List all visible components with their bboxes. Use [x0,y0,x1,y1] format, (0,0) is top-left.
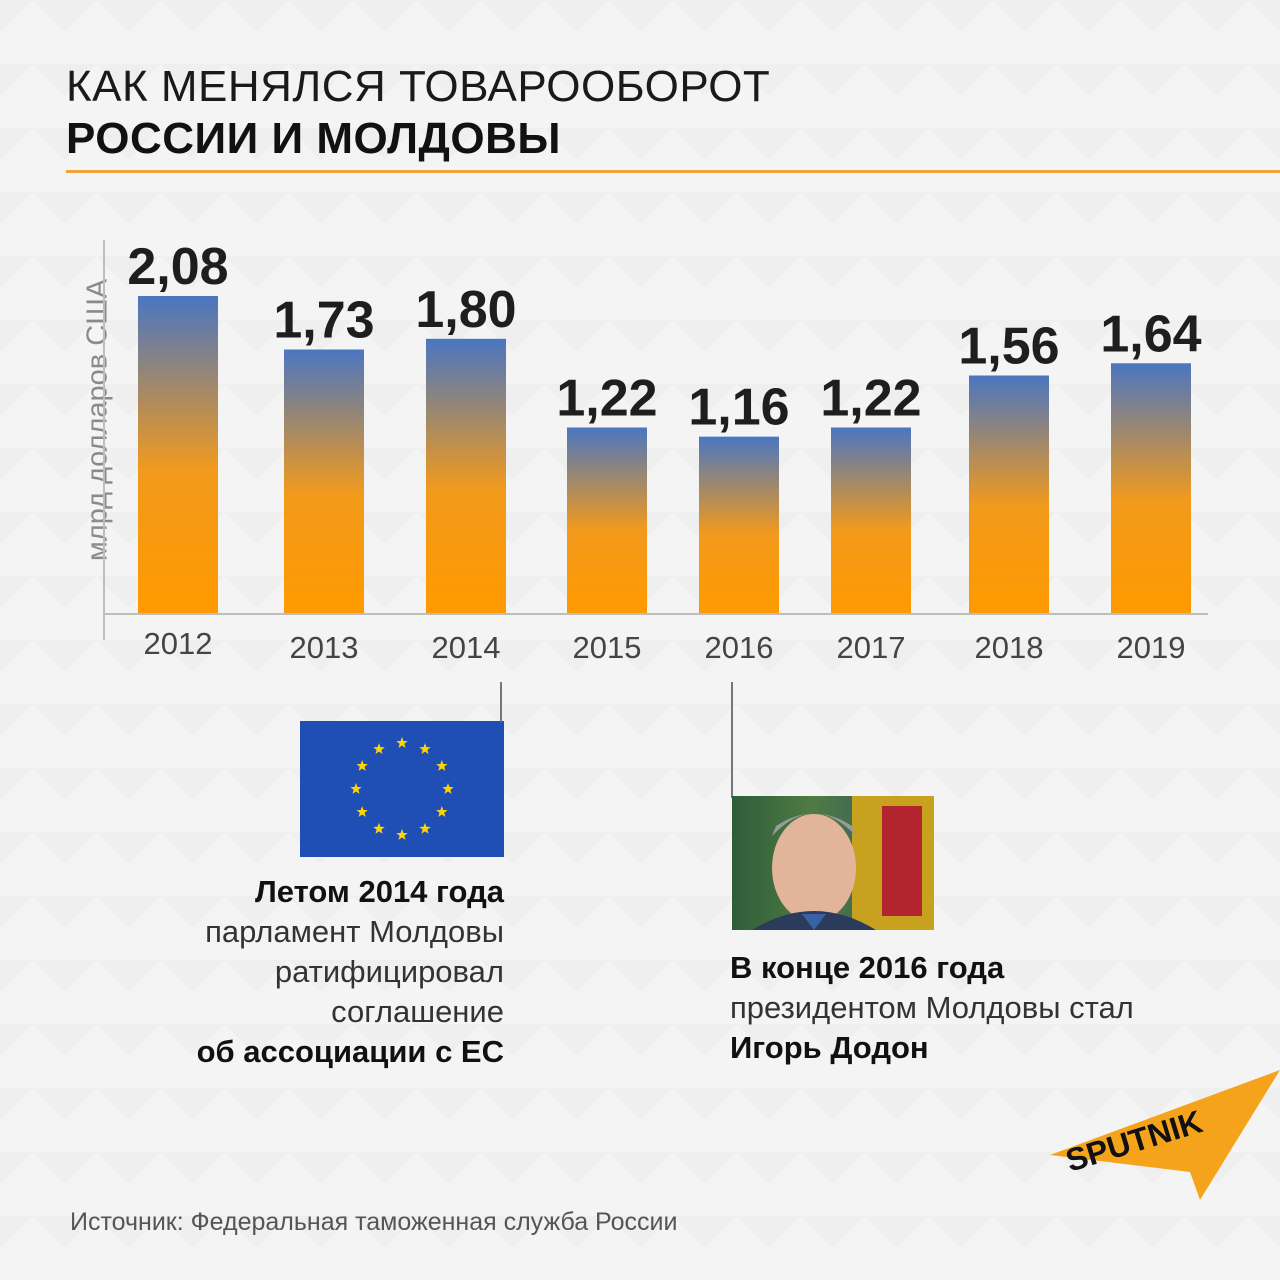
eu-star-icon [373,743,385,755]
eu-star-icon [356,806,368,817]
title-line-2: РОССИИ И МОЛДОВЫ [66,114,561,163]
eu-star-icon [442,783,454,794]
eu-star-icon [436,760,448,771]
bar-2013 [284,349,364,614]
eu-star-icon [350,783,362,794]
eu-star-icon [373,822,385,834]
eu-star-icon [436,806,448,817]
eu-star-icon [396,737,408,748]
note-right-line: президентом Молдовы стал [730,990,1134,1025]
note-left-line: соглашение [331,994,504,1029]
title-underline [66,170,1280,173]
sputnik-logo: SPUTNIK [1050,1070,1280,1200]
bar-2014 [426,338,506,614]
bar-2012 [138,296,218,614]
bar-2019 [1111,363,1191,614]
note-left-line: парламент Молдовы [205,914,504,949]
x-tick-2019: 2019 [1117,630,1186,665]
bar-2015 [567,427,647,614]
note-dodon: В конце 2016 года президентом Молдовы ст… [730,948,1250,1068]
eu-flag [300,721,504,857]
note-right-tail: Игорь Додон [730,1030,929,1065]
title-line-1: КАК МЕНЯЛСЯ ТОВАРООБОРОТ [66,62,771,111]
bar-2017 [831,427,911,614]
value-label-2017: 1,22 [820,369,921,427]
timeline-connector-2016 [731,682,733,798]
note-eu-association: Летом 2014 года парламент Молдовы ратифи… [84,872,504,1072]
timeline-connector-2014 [500,682,502,722]
bar-2018 [969,375,1049,614]
president-photo [732,796,934,930]
eu-star-icon [419,822,431,834]
source-caption: Источник: Федеральная таможенная служба … [70,1208,678,1236]
x-tick-2014: 2014 [432,630,501,665]
value-label-2013: 1,73 [273,292,374,350]
eu-star-icon [356,760,368,771]
note-left-lead: Летом 2014 года [255,874,504,909]
value-label-2012: 2,08 [127,238,228,296]
x-tick-2017: 2017 [837,630,906,665]
x-tick-2012: 2012 [144,626,213,661]
eu-star-icon [396,829,408,840]
x-tick-2013: 2013 [290,630,359,665]
eu-star-icon [419,743,431,755]
value-label-2015: 1,22 [556,369,657,427]
bar-chart: 2,08 2012 1,73 2013 1,80 2014 1,22 2015 1,16 2016… [103,238,1208,665]
value-label-2018: 1,56 [958,318,1059,376]
note-left-line: ратифицировал [274,954,504,989]
x-tick-2018: 2018 [975,630,1044,665]
x-tick-2016: 2016 [705,630,774,665]
note-right-lead: В конце 2016 года [730,950,1005,985]
x-tick-2015: 2015 [573,630,642,665]
value-label-2016: 1,16 [688,379,789,437]
value-label-2014: 1,80 [415,281,516,339]
note-left-tail: об ассоциации с ЕС [196,1034,504,1069]
value-label-2019: 1,64 [1100,305,1201,363]
bar-2016 [699,436,779,614]
